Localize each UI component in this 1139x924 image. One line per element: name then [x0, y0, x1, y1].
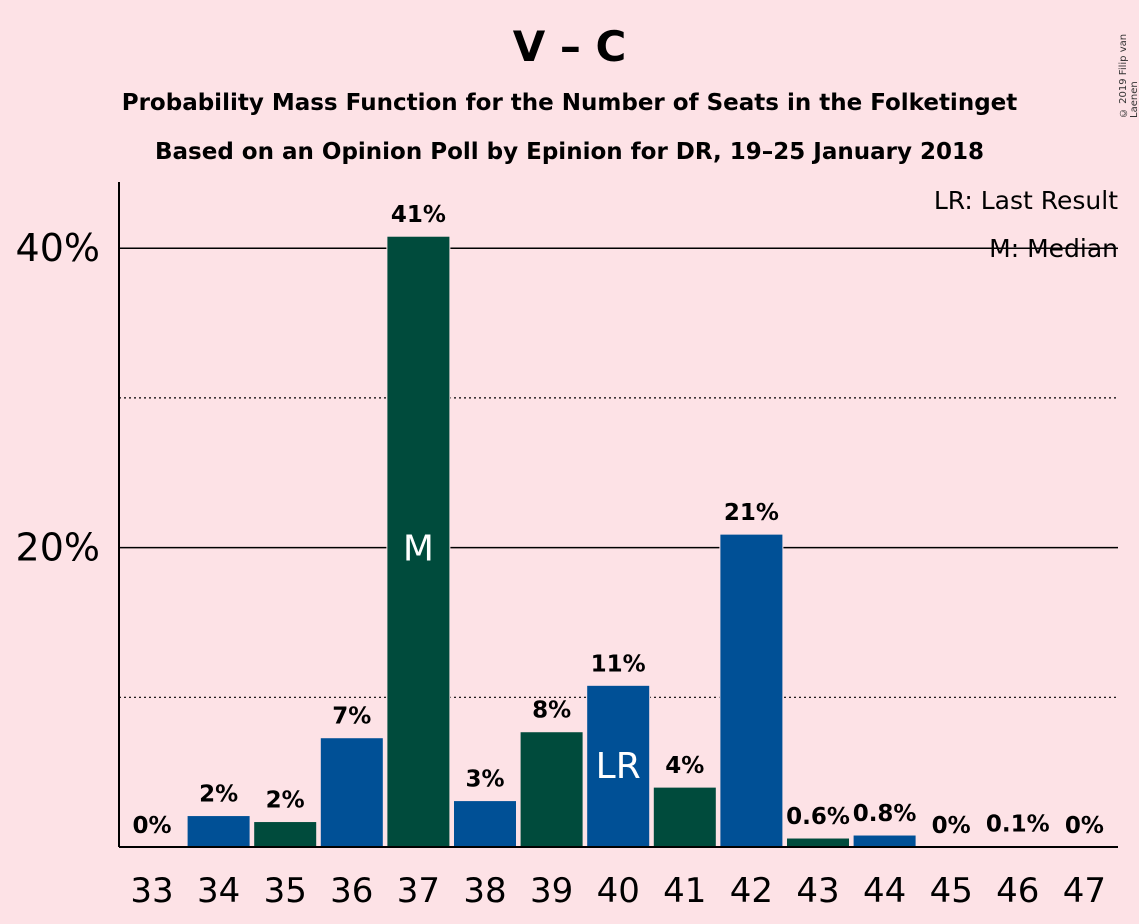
x-tick-label-46: 46 [996, 871, 1039, 911]
data-label-41: 4% [665, 753, 704, 779]
bar-43 [786, 837, 850, 848]
axes [118, 182, 1118, 848]
data-label-42: 21% [724, 500, 779, 526]
chart-subtitle-2: Based on an Opinion Poll by Epinion for … [155, 139, 984, 165]
x-tick-label-44: 44 [863, 871, 906, 911]
bar-44 [852, 834, 917, 848]
bar-41 [652, 786, 717, 848]
bar-38 [453, 800, 517, 848]
data-label-39: 8% [532, 698, 571, 724]
x-tick-label-42: 42 [730, 871, 773, 911]
bar-36 [319, 737, 384, 848]
chart-subtitle-1: Probability Mass Function for the Number… [121, 90, 1018, 116]
y-tick-label: 20% [16, 526, 100, 570]
data-label-37: 41% [391, 202, 446, 228]
x-tick-label-39: 39 [530, 871, 573, 911]
bar-34 [186, 815, 251, 848]
bars [186, 235, 1050, 848]
legend: LR: Last Result M: Median [934, 186, 1118, 263]
y-tick-label: 40% [16, 226, 100, 270]
legend-median: M: Median [989, 234, 1118, 263]
data-label-44: 0.8% [853, 801, 917, 827]
x-tick-label-33: 33 [130, 871, 173, 911]
data-label-34: 2% [199, 782, 238, 808]
x-tick-label-34: 34 [197, 871, 240, 911]
data-label-38: 3% [465, 767, 504, 793]
data-label-46: 0.1% [986, 812, 1050, 838]
x-tick-label-38: 38 [463, 871, 506, 911]
data-label-47: 0% [1065, 813, 1104, 839]
x-tick-label-36: 36 [330, 871, 373, 911]
x-tick-label-40: 40 [597, 871, 640, 911]
chart-title: V – C [512, 22, 627, 71]
data-label-35: 2% [266, 788, 305, 814]
data-label-43: 0.6% [786, 804, 850, 830]
labels: 20% 40% 0% 33 2% 34 2% 35 7% 36 41% 37 M 3% 38 8% 39 11% 4… [16, 202, 1107, 911]
bar-40 [586, 684, 651, 848]
data-label-36: 7% [332, 704, 371, 730]
legend-last-result: LR: Last Result [934, 186, 1118, 215]
x-tick-label-41: 41 [663, 871, 706, 911]
data-label-40: 11% [591, 651, 646, 677]
data-label-33: 0% [132, 813, 171, 839]
bar-42 [719, 533, 784, 848]
last-result-marker: LR [596, 746, 641, 787]
x-tick-label-43: 43 [796, 871, 839, 911]
bar-39 [519, 731, 584, 848]
bar-35 [253, 821, 318, 848]
x-tick-label-47: 47 [1063, 871, 1106, 911]
x-tick-label-35: 35 [264, 871, 307, 911]
median-marker: M [403, 529, 434, 570]
data-label-45: 0% [932, 813, 971, 839]
x-tick-label-45: 45 [930, 871, 973, 911]
x-tick-label-37: 37 [397, 871, 440, 911]
grid-lines [119, 247, 1118, 698]
